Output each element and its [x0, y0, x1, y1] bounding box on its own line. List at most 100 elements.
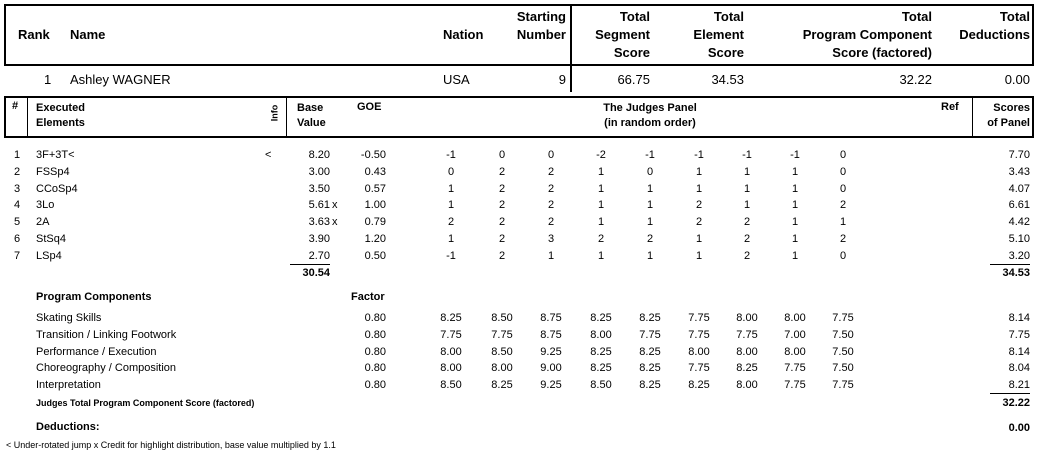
component-judge-score: 8.50	[491, 345, 513, 358]
judge-score: 1	[447, 233, 455, 245]
component-name: Interpretation	[36, 379, 101, 392]
element-panel-score: 5.10	[1008, 233, 1030, 245]
component-judge-score: 7.75	[639, 328, 661, 341]
judge-score: 0	[547, 149, 555, 161]
component-judge-score: 8.00	[440, 362, 462, 375]
judge-score: 1	[791, 165, 799, 178]
component-judge-score: 8.25	[736, 362, 758, 375]
skater-rank: 1	[44, 72, 52, 87]
component-name: Transition / Linking Footwork	[36, 328, 177, 341]
num-header: #	[12, 100, 19, 112]
judge-score: -1	[446, 249, 456, 262]
judge-score: 2	[839, 233, 847, 245]
component-judge-score: 8.00	[440, 345, 462, 358]
judge-score: 0	[839, 182, 847, 195]
component-score: 8.21	[1008, 379, 1030, 392]
starting-number-header: Starting Number	[516, 9, 566, 42]
component-judge-score: 8.25	[639, 312, 661, 324]
judge-score: -1	[742, 149, 752, 161]
judge-score: 1	[547, 249, 555, 262]
component-judge-score: 9.25	[540, 379, 562, 392]
summary-header-box	[4, 4, 1034, 66]
scores-header: Scores of Panel	[987, 102, 1030, 129]
judge-score: 2	[547, 165, 555, 178]
element-bonus-mark: x	[332, 199, 338, 212]
skater-segment-score: 66.75	[617, 72, 650, 87]
element-base-value: 8.20	[308, 149, 330, 161]
component-judge-score: 8.25	[590, 312, 612, 324]
component-judge-score: 8.25	[590, 345, 612, 358]
element-panel-score: 4.42	[1008, 216, 1030, 229]
component-judge-score: 8.25	[688, 379, 710, 392]
judge-score: 1	[743, 182, 751, 195]
component-judge-score: 8.50	[440, 379, 462, 392]
component-judge-score: 7.75	[688, 312, 710, 324]
judge-score: 1	[695, 165, 703, 178]
component-factor: 0.80	[364, 312, 386, 324]
element-base-value: 3.63	[308, 216, 330, 229]
judge-score: 1	[791, 182, 799, 195]
skater-deductions: 0.00	[1004, 72, 1030, 87]
ref-header: Ref	[941, 101, 959, 113]
judge-score: -2	[596, 149, 606, 161]
judge-score: 1	[646, 182, 654, 195]
elements-score-total: 34.53	[1002, 267, 1030, 279]
component-judge-score: 8.00	[491, 362, 513, 375]
element-number: 2	[14, 165, 21, 178]
judge-score: -1	[645, 149, 655, 161]
element-base-value: 3.90	[308, 233, 330, 245]
judge-score: 2	[547, 182, 555, 195]
pcs-total-rule	[990, 393, 1030, 394]
component-name: Choreography / Composition	[36, 362, 177, 375]
component-judge-score: 8.25	[590, 362, 612, 375]
element-panel-score: 4.07	[1008, 182, 1030, 195]
goe-header: GOE	[357, 101, 382, 113]
judges-panel-header: The Judges Panel (in random order)	[603, 102, 697, 129]
element-number: 1	[14, 149, 21, 161]
component-judge-score: 8.00	[590, 328, 612, 341]
element-info: <	[265, 149, 272, 161]
component-judge-score: 8.25	[639, 379, 661, 392]
element-goe: 0.79	[364, 216, 386, 229]
skater-name: Ashley WAGNER	[70, 72, 171, 87]
nation-header: Nation	[443, 27, 484, 42]
judge-score: 1	[646, 216, 654, 229]
judge-score: 3	[547, 233, 555, 245]
divider-info	[286, 96, 287, 138]
element-base-value: 5.61	[308, 199, 330, 212]
component-judge-score: 7.50	[832, 345, 854, 358]
element-bonus-mark: x	[332, 216, 338, 229]
element-name: 2A	[36, 216, 50, 229]
judge-score: -1	[446, 149, 456, 161]
judge-score: 2	[447, 216, 455, 229]
skater-pcs: 32.22	[899, 72, 932, 87]
judge-score: 1	[447, 182, 455, 195]
summary-divider	[570, 4, 572, 92]
score-total-rule	[990, 264, 1030, 265]
component-judge-score: 8.25	[639, 345, 661, 358]
component-score: 8.14	[1008, 345, 1030, 358]
component-factor: 0.80	[364, 379, 386, 392]
component-judge-score: 8.50	[491, 312, 513, 324]
component-judge-score: 8.25	[440, 312, 462, 324]
pcs-header: Total Program Component Score (factored)	[802, 9, 932, 60]
element-goe: 1.00	[364, 199, 386, 212]
judge-score: 2	[743, 249, 751, 262]
component-judge-score: 7.75	[440, 328, 462, 341]
component-judge-score: 9.25	[540, 345, 562, 358]
judge-score: 2	[498, 165, 506, 178]
judge-score: 1	[695, 233, 703, 245]
judge-score: 2	[498, 249, 506, 262]
component-judge-score: 8.00	[736, 345, 758, 358]
skater-element-score: 34.53	[711, 72, 744, 87]
element-number: 4	[14, 199, 21, 212]
judge-score: 0	[839, 149, 847, 161]
base-total-rule	[290, 264, 330, 265]
judge-score: 1	[597, 249, 605, 262]
factor-header: Factor	[351, 291, 385, 303]
judge-score: 1	[839, 216, 847, 229]
judge-score: 1	[646, 249, 654, 262]
component-judge-score: 8.00	[784, 345, 806, 358]
component-factor: 0.80	[364, 328, 386, 341]
program-components-title: Program Components	[36, 291, 152, 303]
